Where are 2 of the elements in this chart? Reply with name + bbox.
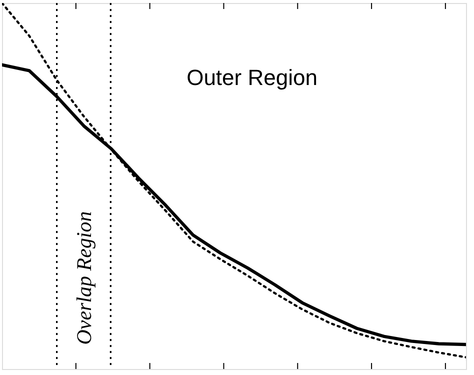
annotation: Outer Region bbox=[186, 65, 318, 90]
annotation: Overlap Region bbox=[72, 211, 96, 345]
